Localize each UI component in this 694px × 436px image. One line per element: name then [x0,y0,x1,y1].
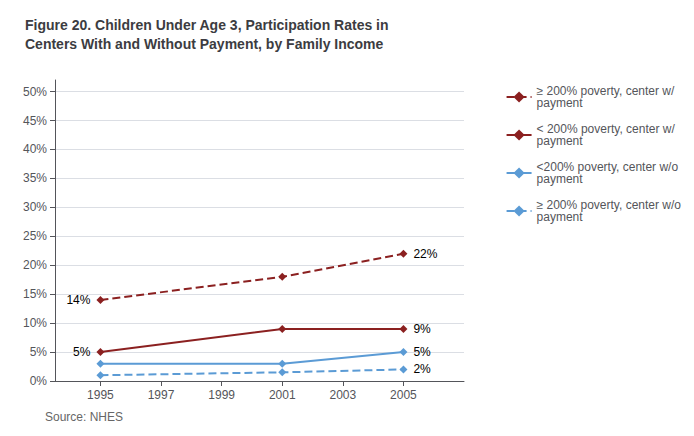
svg-text:2%: 2% [413,362,431,376]
svg-text:5%: 5% [30,345,48,359]
svg-text:15%: 15% [23,287,47,301]
svg-text:payment: payment [537,172,584,186]
svg-text:< 200% poverty, center w/: < 200% poverty, center w/ [536,122,675,136]
svg-text:10%: 10% [23,316,47,330]
svg-text:payment: payment [537,96,584,110]
svg-text:50%: 50% [23,85,47,99]
svg-text:2001: 2001 [269,388,296,402]
svg-text:Centers With and Without Payme: Centers With and Without Payment, by Fam… [25,36,384,52]
svg-text:35%: 35% [23,171,47,185]
svg-text:40%: 40% [23,142,47,156]
svg-text:payment: payment [537,210,584,224]
svg-text:≥ 200% poverty, center w/o: ≥ 200% poverty, center w/o [536,198,681,212]
svg-text:≥ 200% poverty, center w/: ≥ 200% poverty, center w/ [536,84,675,98]
svg-text:22%: 22% [413,247,437,261]
svg-text:30%: 30% [23,200,47,214]
svg-text:9%: 9% [413,322,431,336]
svg-text:2005: 2005 [390,388,417,402]
svg-text:payment: payment [537,134,584,148]
svg-text:<200% poverty, center w/o: <200% poverty, center w/o [536,160,679,174]
svg-text:14%: 14% [66,293,90,307]
svg-text:1995: 1995 [87,388,114,402]
svg-text:2003: 2003 [329,388,356,402]
svg-text:5%: 5% [73,345,91,359]
svg-text:Figure 20. Children Under Age: Figure 20. Children Under Age 3, Partici… [25,17,389,33]
svg-text:Source: NHES: Source: NHES [45,410,123,424]
svg-text:25%: 25% [23,229,47,243]
svg-text:20%: 20% [23,258,47,272]
svg-text:1999: 1999 [208,388,235,402]
svg-text:45%: 45% [23,114,47,128]
svg-text:1997: 1997 [148,388,175,402]
svg-text:5%: 5% [413,345,431,359]
svg-text:0%: 0% [30,374,48,388]
